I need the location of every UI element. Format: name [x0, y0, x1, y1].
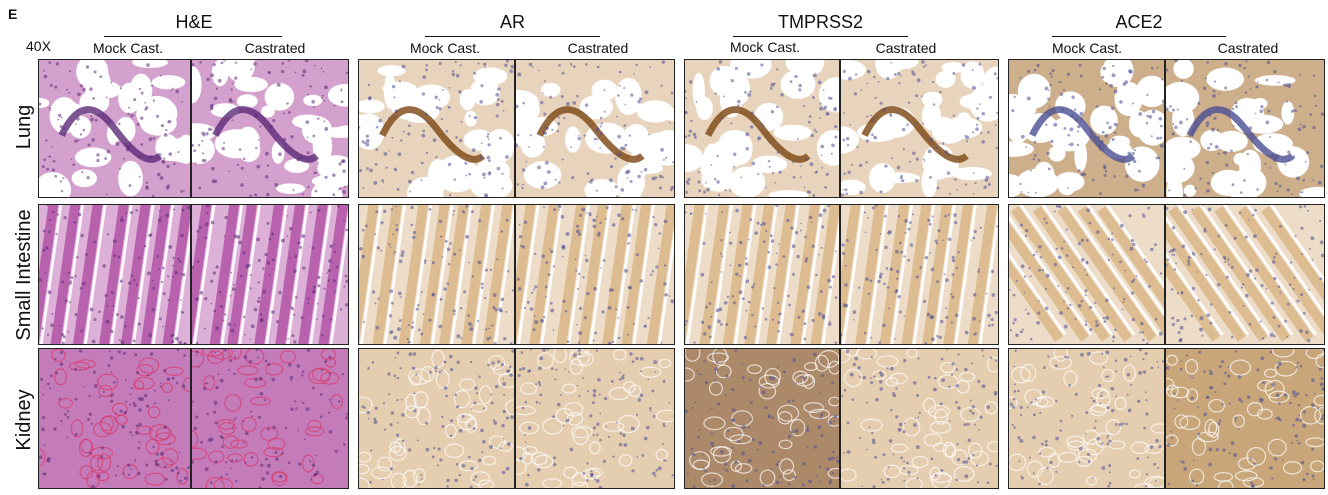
- condition-label-castrated: Castrated: [244, 40, 306, 56]
- micrograph-he-small-intestine-mock: [38, 204, 191, 345]
- micrograph-he-kidney-mock: [38, 348, 191, 489]
- micrograph-tmprss2-lung-mock: [684, 59, 840, 198]
- micrograph-ar-small-intestine-castrated: [515, 204, 675, 345]
- stain-title-tmprss2: TMPRSS2: [777, 12, 864, 32]
- micrograph-ace2-kidney-mock: [1008, 348, 1165, 489]
- micrograph-ar-lung-castrated: [515, 59, 675, 198]
- micrograph-he-kidney-castrated: [191, 348, 349, 489]
- stain-title-he: H&E: [175, 12, 213, 32]
- micrograph-tmprss2-kidney-castrated: [840, 348, 999, 489]
- micrograph-tmprss2-lung-castrated: [840, 59, 999, 198]
- micrograph-he-lung-castrated: [191, 59, 349, 198]
- row-label-lung: Lung: [13, 104, 35, 150]
- stain-title-ace2: ACE2: [1115, 12, 1163, 32]
- micrograph-ace2-lung-castrated: [1165, 59, 1325, 198]
- micrograph-he-lung-mock: [38, 59, 191, 198]
- condition-label-mock: Mock Cast.: [92, 40, 163, 56]
- micrograph-ace2-lung-mock: [1008, 59, 1165, 198]
- stain-underline-ar: [425, 36, 600, 37]
- micrograph-tmprss2-small-intestine-mock: [684, 204, 840, 345]
- magnification-label: 40X: [26, 38, 51, 54]
- micrograph-ar-lung-mock: [358, 59, 515, 198]
- condition-label-castrated: Castrated: [567, 40, 629, 56]
- micrograph-ar-kidney-castrated: [515, 348, 675, 489]
- micrograph-ace2-small-intestine-mock: [1008, 204, 1165, 345]
- condition-label-mock: Mock Cast.: [1051, 40, 1122, 56]
- stain-underline-tmprss2: [733, 36, 908, 37]
- condition-label-castrated: Castrated: [1217, 40, 1279, 56]
- panel-letter: E: [8, 6, 18, 22]
- micrograph-he-small-intestine-castrated: [191, 204, 349, 345]
- condition-label-mock: Mock Cast.: [729, 39, 800, 55]
- stain-underline-ace2: [1052, 36, 1226, 37]
- stain-title-ar: AR: [499, 12, 525, 32]
- micrograph-ar-small-intestine-mock: [358, 204, 515, 345]
- condition-label-castrated: Castrated: [875, 40, 937, 56]
- condition-label-mock: Mock Cast.: [409, 40, 480, 56]
- micrograph-ace2-small-intestine-castrated: [1165, 204, 1325, 345]
- micrograph-ar-kidney-mock: [358, 348, 515, 489]
- stain-underline-he: [104, 36, 282, 37]
- row-label-kidney: Kidney: [13, 389, 35, 451]
- micrograph-tmprss2-small-intestine-castrated: [840, 204, 999, 345]
- row-label-small-intestine: Small Intestine: [13, 209, 35, 341]
- micrograph-ace2-kidney-castrated: [1165, 348, 1325, 489]
- micrograph-tmprss2-kidney-mock: [684, 348, 840, 489]
